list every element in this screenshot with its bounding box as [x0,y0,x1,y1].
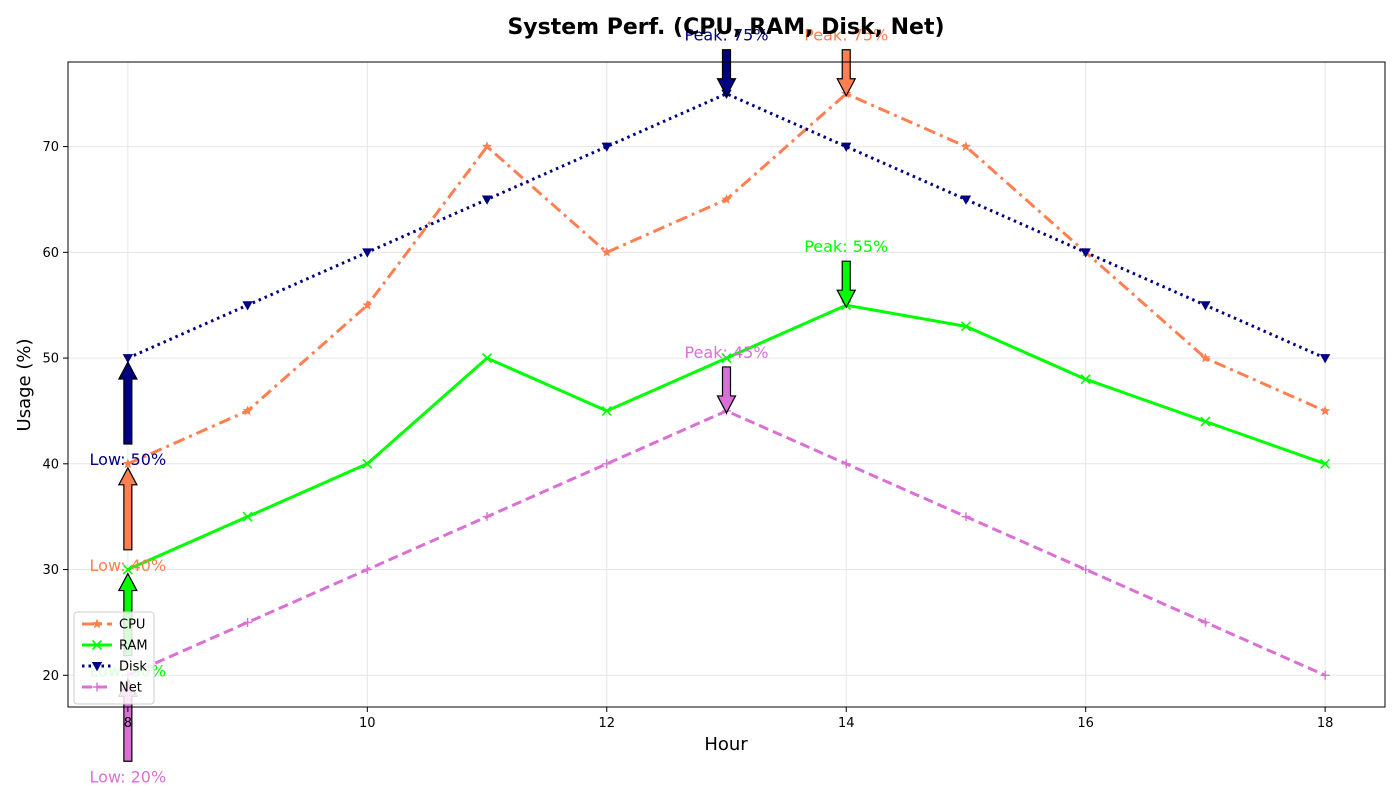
x-tick-label: 10 [359,716,376,731]
data-point-net [961,512,971,522]
data-point-ram [242,511,253,522]
annotation-label-low-net: Low: 20% [90,767,167,786]
x-tick-label: 12 [598,716,615,731]
data-point-net [482,512,492,522]
y-tick-label: 70 [42,140,59,155]
annotation-arrow-low-disk [117,360,138,445]
data-point-cpu [1200,352,1211,363]
legend-entry-net: Net [82,681,142,696]
data-point-disk [122,354,134,364]
data-point-net [362,565,372,575]
chart-title: System Perf. (CPU, RAM, Disk, Net) [507,15,944,40]
data-point-cpu [960,141,971,151]
data-point-disk [242,301,253,311]
annotation-arrow-peak-cpu [836,49,857,98]
data-point-cpu [362,299,373,310]
data-point-cpu [242,405,253,416]
x-tick-label: 8 [124,716,132,731]
annotation-peak-disk: Peak: 75% [684,26,769,98]
data-point-disk [1319,354,1331,364]
y-tick-label: 20 [42,669,59,684]
annotation-low-cpu: Low: 40% [90,466,167,575]
data-point-ram [960,321,972,332]
data-point-ram [1080,374,1091,385]
annotation-low-disk: Low: 50% [90,360,167,469]
x-tick-label: 18 [1317,716,1334,731]
annotation-arrow-peak-net [716,366,737,415]
annotation-label-low-disk: Low: 50% [90,450,167,469]
legend-entry-disk: Disk [82,660,147,675]
data-point-disk [1200,301,1211,311]
data-point-ram [481,353,493,364]
data-point-net [243,617,253,627]
annotation-label-peak-net: Peak: 45% [684,343,768,362]
data-point-net [602,459,612,469]
annotation-peak-net: Peak: 45% [684,343,769,415]
data-point-disk [601,142,612,152]
annotation-arrow-peak-disk [716,49,737,98]
annotation-label-peak-cpu: Peak: 75% [804,26,888,45]
legend-box [73,611,155,705]
legend: CPU RAM Disk Net [73,611,155,705]
data-point-ram [1200,416,1211,427]
plot-frame [67,61,1386,708]
data-point-disk [1080,248,1091,258]
annotation-label-peak-disk: Peak: 75% [684,26,768,45]
legend-label-cpu: CPU [119,618,145,633]
legend-marker-cpu [91,618,103,629]
y-axis-label: Usage (%) [14,339,35,432]
data-point-ram [122,564,133,575]
annotation-peak-ram: Peak: 55% [804,237,888,309]
legend-marker-ram [91,639,103,651]
data-point-disk [960,195,972,205]
annotation-peak-cpu: Peak: 75% [804,26,888,98]
annotation-arrow-low-cpu [117,466,138,551]
x-tick-label: 16 [1077,716,1094,731]
data-point-ram [721,353,732,364]
y-tick-label: 50 [42,352,59,367]
data-point-ram [362,458,373,469]
y-tick-label: 30 [42,563,59,578]
y-tick-label: 40 [42,457,59,472]
series-net [123,406,1330,680]
series-line-disk [127,92,1326,360]
legend-label-disk: Disk [119,660,147,675]
data-point-cpu [1320,405,1331,416]
data-point-cpu [721,194,732,204]
axes-layer: 8 10 12 14 16 18 20 30 40 50 60 70 [42,61,1386,731]
data-point-cpu [601,247,612,257]
legend-label-net: Net [119,681,142,696]
annotation-arrow-peak-ram [836,260,857,309]
data-point-ram [1320,458,1331,469]
annotation-label-low-cpu: Low: 40% [90,556,167,575]
data-point-disk [841,142,852,152]
series-ram [122,300,1331,575]
legend-entry-cpu: CPU [82,618,145,633]
y-tick-label: 60 [42,246,59,261]
data-point-net [1200,617,1210,627]
series-line-net [127,409,1326,677]
legend-marker-net [92,682,102,692]
legend-entry-ram: RAM [82,639,148,654]
annotation-layer: Peak: 75%Low: 40%Peak: 55%Low: 30%Peak: … [90,26,889,787]
legend-marker-disk [91,662,103,672]
data-point-net [1320,670,1330,680]
data-point-disk [362,248,373,258]
data-point-disk [481,195,493,205]
annotation-label-peak-ram: Peak: 55% [804,237,888,256]
data-point-net [841,459,851,469]
data-point-cpu [482,141,493,151]
grid-layer [68,62,1385,707]
data-point-net [1081,565,1091,575]
data-point-ram [601,405,612,416]
data-point-cpu [122,458,133,469]
legend-label-ram: RAM [119,639,148,654]
series-disk [122,89,1331,364]
x-axis-label: Hour [704,734,748,755]
x-tick-label: 14 [838,716,855,731]
